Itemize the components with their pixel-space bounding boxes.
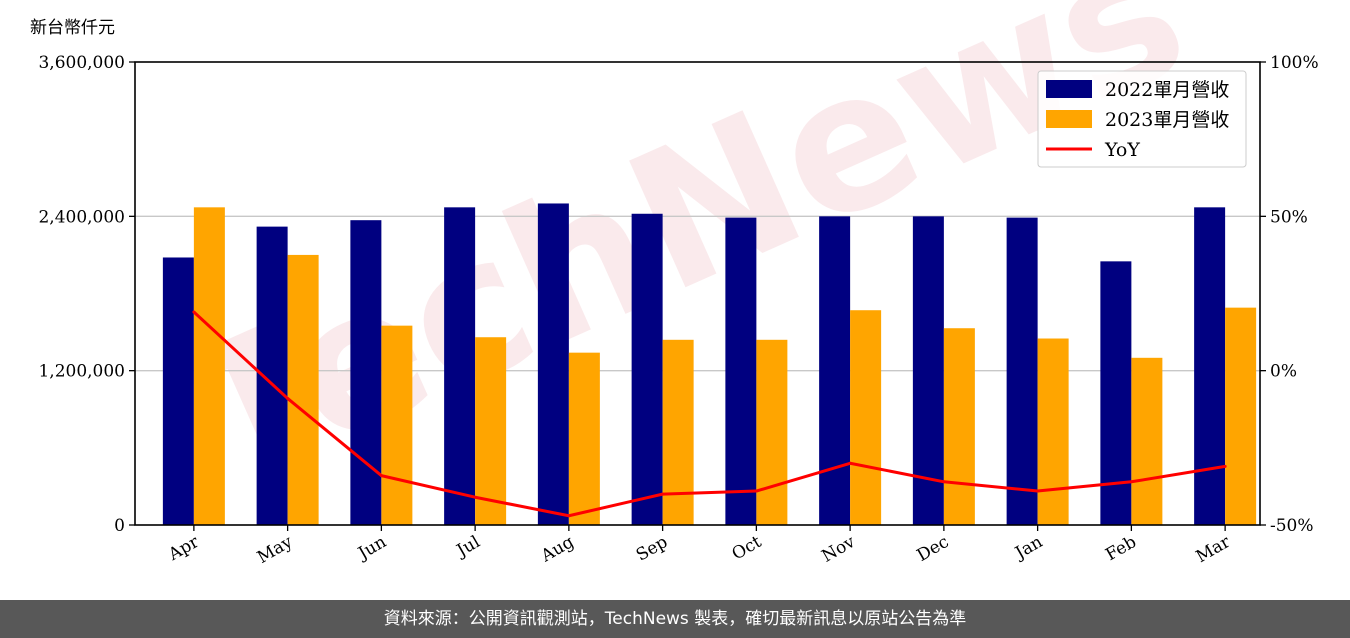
x-tick-label-sep: Sep bbox=[633, 532, 671, 566]
yoy-point-dec bbox=[942, 480, 946, 484]
yoy-point-mar bbox=[1223, 464, 1227, 468]
yoy-point-jul bbox=[473, 495, 477, 499]
bar-2023-aug bbox=[568, 352, 600, 525]
bar-2022-dec bbox=[912, 216, 944, 526]
unit-label: 新台幣仟元 bbox=[30, 18, 115, 38]
x-tick-label-jan: Jan bbox=[1010, 532, 1046, 564]
yoy-point-aug bbox=[567, 514, 571, 518]
revenue-chart: TechNews 01,200,0002,400,0003,600,000-50… bbox=[30, 0, 1319, 568]
x-tick-label-jul: Jul bbox=[452, 532, 484, 562]
bar-2023-sep bbox=[662, 339, 694, 525]
yoy-point-oct bbox=[754, 489, 758, 493]
x-tick-label-apr: Apr bbox=[164, 532, 203, 566]
bar-2023-oct bbox=[756, 339, 788, 525]
line-layer bbox=[192, 310, 1227, 518]
bar-2023-nov bbox=[850, 310, 882, 525]
bar-2022-jan bbox=[1006, 217, 1038, 525]
x-tick-label-dec: Dec bbox=[914, 532, 953, 566]
bar-2022-nov bbox=[819, 216, 851, 526]
bar-2023-jun bbox=[381, 325, 413, 525]
bar-2023-dec bbox=[943, 328, 975, 525]
grid-layer bbox=[135, 215, 1260, 372]
x-tick-label-nov: Nov bbox=[819, 532, 859, 567]
yoy-point-apr bbox=[192, 310, 196, 314]
right-tick-label: -50% bbox=[1270, 516, 1314, 536]
left-tick-label: 2,400,000 bbox=[38, 207, 125, 227]
bar-2023-mar bbox=[1225, 307, 1257, 525]
left-tick-label: 0 bbox=[114, 516, 125, 536]
right-tick-label: 0% bbox=[1270, 362, 1297, 382]
legend-label-1: 2023單月營收 bbox=[1105, 109, 1229, 131]
yoy-point-feb bbox=[1129, 480, 1133, 484]
legend-label-2: YoY bbox=[1104, 139, 1140, 161]
x-tick-label-oct: Oct bbox=[729, 532, 765, 565]
x-tick-label-mar: Mar bbox=[1193, 532, 1235, 568]
bar-2022-oct bbox=[725, 217, 757, 525]
legend-swatch-0 bbox=[1046, 80, 1092, 98]
x-tick-label-jun: Jun bbox=[353, 532, 390, 565]
yoy-point-jun bbox=[379, 474, 383, 478]
plot-frame bbox=[134, 61, 1261, 526]
bar-2023-jul bbox=[475, 337, 507, 525]
x-tick-label-may: May bbox=[254, 532, 297, 568]
x-tick-label-feb: Feb bbox=[1102, 532, 1140, 565]
bar-2022-mar bbox=[1194, 207, 1226, 525]
right-tick-label: 100% bbox=[1270, 53, 1319, 73]
legend-swatch-1 bbox=[1046, 110, 1092, 128]
legend: 2022單月營收 2023單月營收 YoY bbox=[1037, 70, 1247, 168]
bar-2023-apr bbox=[193, 207, 225, 525]
yoy-point-sep bbox=[661, 492, 665, 496]
axis-layer bbox=[129, 61, 1266, 531]
bar-2022-aug bbox=[537, 203, 569, 525]
yoy-point-jan bbox=[1036, 489, 1040, 493]
right-tick-label: 50% bbox=[1270, 207, 1308, 227]
yoy-line bbox=[192, 310, 1226, 518]
bar-2022-apr bbox=[162, 257, 194, 525]
left-tick-label: 1,200,000 bbox=[38, 362, 125, 382]
legend-label-0: 2022單月營收 bbox=[1105, 79, 1229, 101]
yoy-point-nov bbox=[848, 461, 852, 465]
bar-2023-feb bbox=[1131, 357, 1163, 525]
bar-2022-jul bbox=[444, 207, 476, 525]
source-footer: 資料來源：公開資訊觀測站，TechNews 製表，確切最新訊息以原站公告為準 bbox=[0, 600, 1350, 638]
bar-2023-may bbox=[287, 254, 319, 525]
bar-2022-jun bbox=[350, 220, 382, 526]
left-tick-label: 3,600,000 bbox=[38, 53, 125, 73]
x-tick-label-aug: Aug bbox=[537, 532, 578, 567]
bar-2022-sep bbox=[631, 213, 663, 525]
bar-2023-jan bbox=[1037, 338, 1069, 525]
yoy-point-may bbox=[286, 396, 290, 400]
